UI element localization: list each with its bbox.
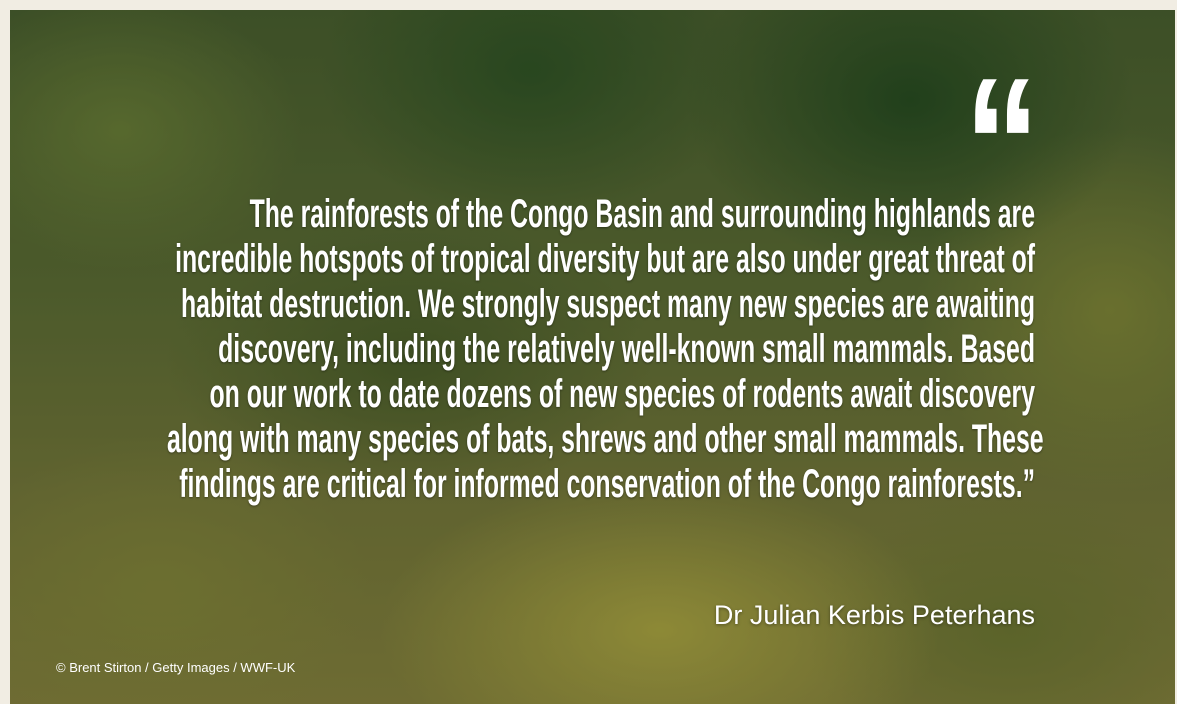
- quote-line: habitat destruction. We strongly suspect…: [167, 282, 1035, 327]
- quote-line: incredible hotspots of tropical diversit…: [167, 237, 1035, 282]
- photo-credit: © Brent Stirton / Getty Images / WWF-UK: [56, 660, 295, 675]
- forest-photo: “ The rainforests of the Congo Basin and…: [10, 10, 1175, 704]
- quote: The rainforests of the Congo Basin and s…: [10, 192, 1035, 507]
- quote-line: discovery, including the relatively well…: [167, 327, 1035, 372]
- quote-line: along with many species of bats, shrews …: [167, 417, 1035, 462]
- page: “ The rainforests of the Congo Basin and…: [0, 0, 1177, 704]
- quote-line: findings are critical for informed conse…: [167, 462, 1035, 507]
- attribution: Dr Julian Kerbis Peterhans: [714, 600, 1035, 631]
- quote-line: on our work to date dozens of new specie…: [167, 372, 1035, 417]
- quote-line: The rainforests of the Congo Basin and s…: [167, 192, 1035, 237]
